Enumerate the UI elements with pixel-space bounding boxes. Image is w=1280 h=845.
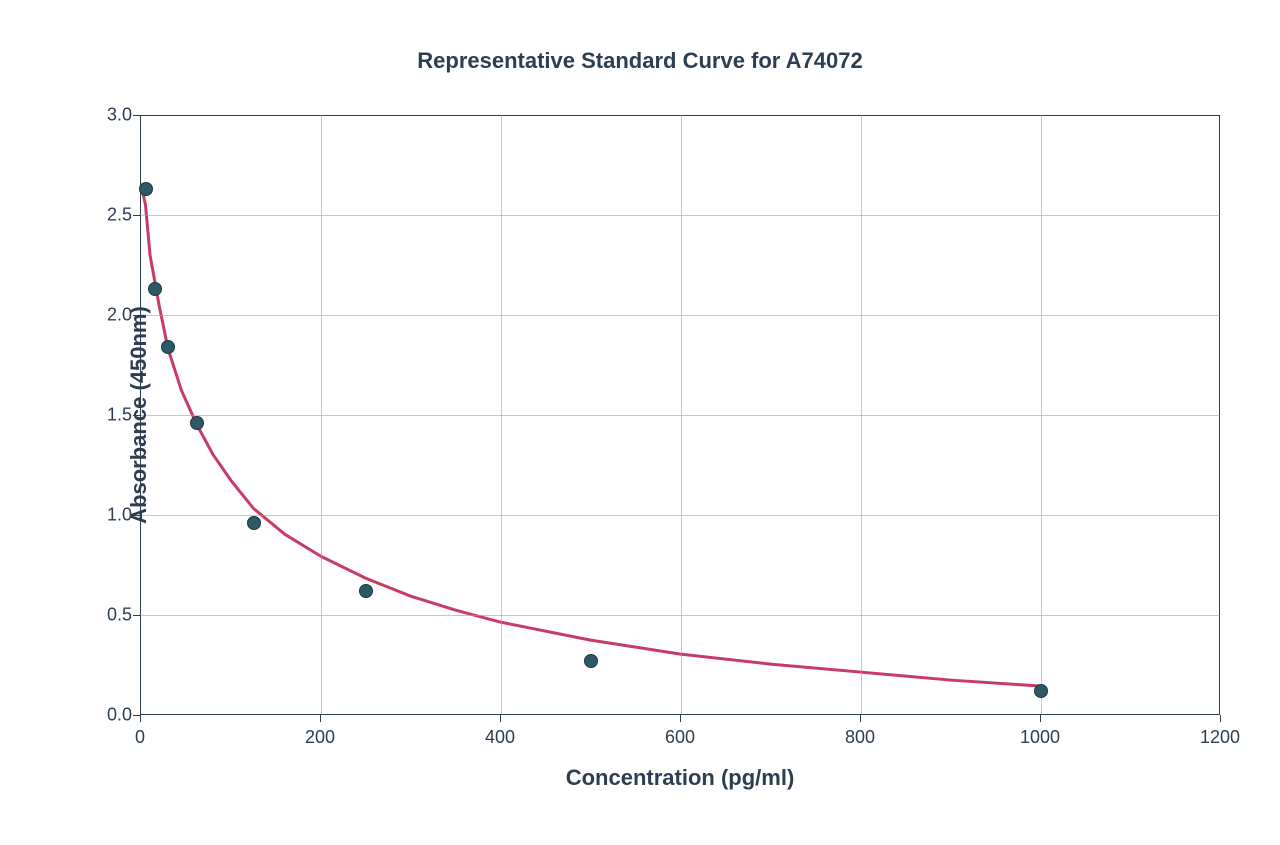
y-tick	[133, 615, 140, 616]
x-tick-label: 600	[665, 727, 695, 748]
x-tick	[140, 715, 141, 722]
data-point	[190, 416, 204, 430]
x-tick	[320, 715, 321, 722]
chart-title: Representative Standard Curve for A74072	[417, 48, 862, 74]
y-tick	[133, 115, 140, 116]
grid-line-horizontal	[141, 315, 1220, 316]
x-tick	[1220, 715, 1221, 722]
y-tick-label: 3.0	[92, 105, 132, 126]
y-tick	[133, 515, 140, 516]
x-tick-label: 800	[845, 727, 875, 748]
y-tick-label: 1.5	[92, 405, 132, 426]
plot-area	[140, 115, 1220, 715]
x-tick	[500, 715, 501, 722]
grid-line-horizontal	[141, 215, 1220, 216]
data-point	[584, 654, 598, 668]
x-tick	[1040, 715, 1041, 722]
data-point	[148, 282, 162, 296]
data-point	[247, 516, 261, 530]
data-point	[139, 182, 153, 196]
x-tick-label: 200	[305, 727, 335, 748]
y-tick-label: 2.5	[92, 205, 132, 226]
grid-line-horizontal	[141, 415, 1220, 416]
x-tick-label: 400	[485, 727, 515, 748]
y-tick-label: 0.0	[92, 705, 132, 726]
data-point	[359, 584, 373, 598]
x-tick	[860, 715, 861, 722]
chart-container: Representative Standard Curve for A74072…	[0, 0, 1280, 845]
data-point	[1034, 684, 1048, 698]
y-tick	[133, 715, 140, 716]
y-tick	[133, 215, 140, 216]
x-tick-label: 1000	[1020, 727, 1060, 748]
y-tick-label: 1.0	[92, 505, 132, 526]
x-tick-label: 1200	[1200, 727, 1240, 748]
x-tick-label: 0	[135, 727, 145, 748]
grid-line-horizontal	[141, 515, 1220, 516]
y-tick-label: 2.0	[92, 305, 132, 326]
data-point	[161, 340, 175, 354]
grid-line-horizontal	[141, 615, 1220, 616]
y-tick-label: 0.5	[92, 605, 132, 626]
x-axis-label: Concentration (pg/ml)	[566, 765, 795, 791]
y-tick	[133, 415, 140, 416]
x-tick	[680, 715, 681, 722]
y-tick	[133, 315, 140, 316]
